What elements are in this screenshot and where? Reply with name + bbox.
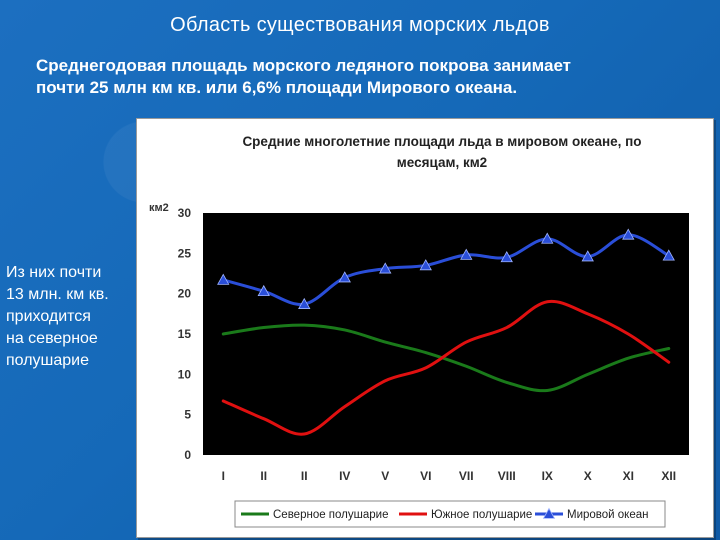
side-note-line: 13 млн. км кв.: [6, 286, 109, 303]
y-tick-label: 20: [178, 287, 192, 301]
legend-marker: [542, 507, 556, 519]
x-tick-label: I: [222, 469, 225, 483]
data-point-marker: [500, 251, 513, 263]
side-note-line: Из них почти: [6, 264, 102, 281]
data-point-marker: [460, 248, 473, 260]
plot-area: [203, 213, 689, 455]
x-tick-label: VI: [420, 469, 431, 483]
legend-box: [234, 500, 666, 528]
side-note-line: полушарие: [6, 352, 90, 369]
data-point-marker: [622, 228, 635, 240]
x-tick-label: II: [260, 469, 267, 483]
data-point-marker: [217, 273, 230, 285]
y-tick-label: 25: [178, 246, 192, 260]
legend-label: Мировой океан: [567, 509, 649, 521]
legend-label: Северное полушарие: [273, 509, 388, 521]
x-tick-label: IV: [339, 469, 350, 483]
data-point-marker: [298, 297, 311, 309]
data-point-marker: [419, 259, 432, 271]
series-line-1: [221, 299, 671, 436]
intro-text: Среднегодовая площадь морского ледяного …: [36, 55, 696, 99]
y-tick-label: 0: [184, 448, 191, 462]
data-point-marker: [541, 232, 554, 244]
intro-line-2: почти 25 млн км кв. или 6,6% площади Мир…: [36, 78, 518, 97]
ice-area-chart: Средние многолетние площади льда в миров…: [149, 134, 689, 528]
y-tick-label: 15: [178, 327, 192, 341]
data-point-marker: [662, 249, 675, 261]
y-axis-label: км2: [149, 202, 169, 214]
x-tick-label: VIII: [498, 469, 516, 483]
legend-label: Южное полушарие: [431, 509, 532, 521]
x-axis-ticks: I II II IV V VI VII VIII IX X XI XII: [222, 469, 677, 483]
data-point-marker: [338, 271, 351, 283]
chart-title-line-1: Средние многолетние площади льда в миров…: [242, 134, 641, 149]
side-note-line: на северное: [6, 330, 98, 347]
x-tick-label: XII: [661, 469, 676, 483]
x-tick-label: II: [301, 469, 308, 483]
y-tick-label: 30: [178, 206, 192, 220]
intro-line-1: Среднегодовая площадь морского ледяного …: [36, 56, 572, 75]
y-axis-ticks: 0 5 10 15 20 25 30: [178, 206, 192, 462]
y-tick-label: 10: [178, 367, 192, 381]
series-line-0: [221, 323, 671, 393]
x-tick-label: VII: [459, 469, 474, 483]
chart-frame: Средние многолетние площади льда в миров…: [136, 118, 714, 538]
data-point-marker: [257, 284, 270, 297]
x-tick-label: X: [584, 469, 592, 483]
x-tick-label: V: [381, 469, 389, 483]
side-note-line: приходится: [6, 308, 91, 325]
legend: Северное полушарие Южное полушарие Мировой…: [234, 500, 666, 528]
chart-title-line-2: месяцам, км2: [397, 155, 487, 170]
slide-title: Область существования морских льдов: [170, 14, 550, 36]
y-tick-label: 5: [184, 408, 191, 422]
x-tick-label: IX: [542, 469, 553, 483]
series-lines: [217, 228, 675, 436]
data-point-marker: [379, 262, 392, 274]
side-note: Из них почти 13 млн. км кв. приходится н…: [6, 262, 136, 372]
x-tick-label: XI: [623, 469, 634, 483]
data-point-marker: [581, 250, 594, 262]
